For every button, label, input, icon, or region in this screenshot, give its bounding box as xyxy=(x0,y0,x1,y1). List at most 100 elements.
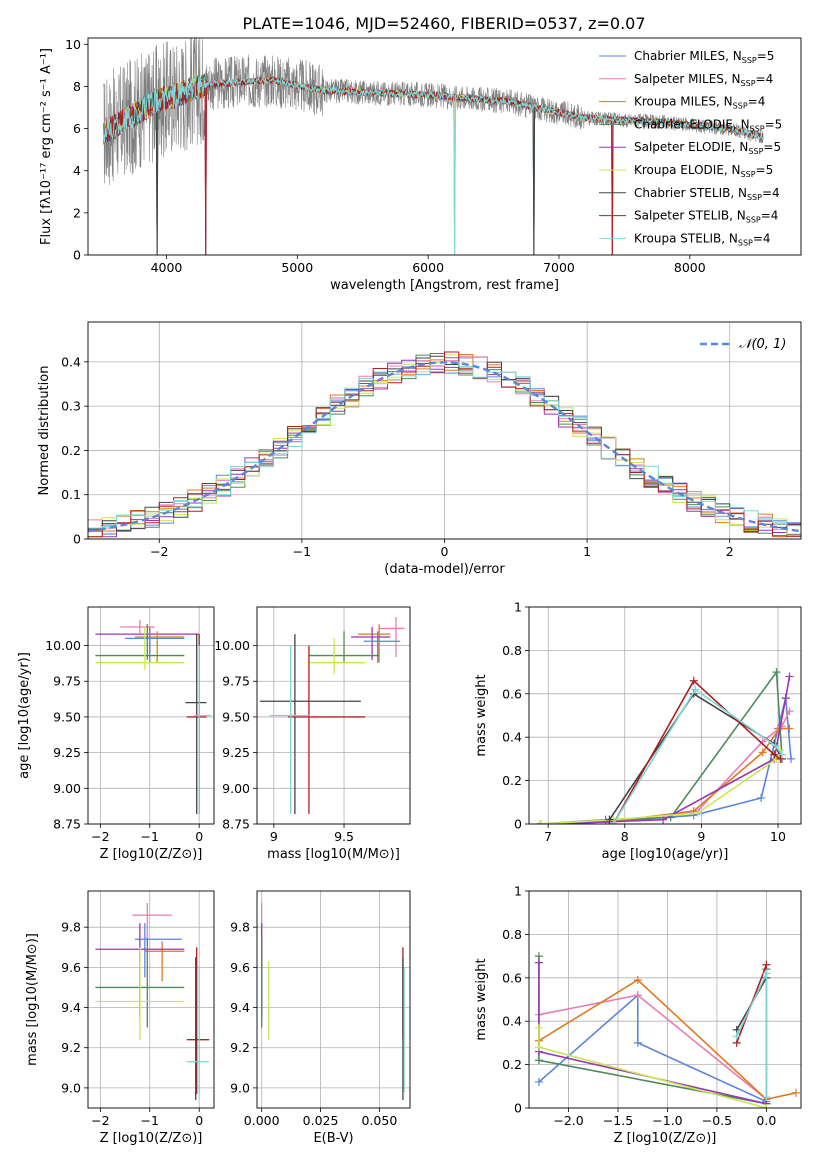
errorbar-salpeter_elodie xyxy=(351,626,391,660)
y-tick-label: 10 xyxy=(65,37,81,52)
histogram-chabrier_miles xyxy=(88,356,801,532)
y-tick-label: 9.0 xyxy=(230,1080,250,1095)
y-axis-label: mass weight xyxy=(474,674,489,756)
errorbar-salpeter_stelib xyxy=(287,645,366,815)
figure-title: PLATE=1046, MJD=52460, FIBERID=0537, z=0… xyxy=(242,14,645,33)
series-line xyxy=(540,710,791,824)
y-tick-label: 0.8 xyxy=(502,643,522,658)
y-tick-label: 0.4 xyxy=(502,1014,522,1029)
plot-area xyxy=(534,952,801,1108)
y-axis-label: Normed distribution xyxy=(37,366,52,496)
legend-entry: Salpeter STELIB, NSSP=4 xyxy=(599,209,778,225)
x-axis-label: E(B-V) xyxy=(313,1131,353,1146)
plot-area xyxy=(95,619,212,815)
series-kroupa_stelib xyxy=(609,685,786,824)
panel-massweight_vs_Z: −2.0 −1.5 −1.0 −0.5 0.0 0 0.2 0.4 0.6 0.8 1 Z [log1… xyxy=(474,884,802,1146)
model-spectrum-kroupa_stelib xyxy=(103,76,764,255)
x-tick-label: 5000 xyxy=(281,260,313,275)
errorbar-kroupa_stelib xyxy=(269,645,309,815)
x-tick-label: 7000 xyxy=(543,260,575,275)
y-axis-label: Flux [fλ10⁻¹⁷ erg cm⁻² s⁻¹ A⁻¹] xyxy=(39,48,54,245)
errorbar-kroupa_miles xyxy=(144,941,185,982)
marker xyxy=(659,815,668,824)
series-salpeter_stelib xyxy=(609,676,785,824)
series-kroupa_stelib xyxy=(732,969,771,1102)
y-tick-label: 0.4 xyxy=(502,730,522,745)
y-tick-label: 8 xyxy=(73,79,81,94)
plot-area xyxy=(103,38,764,255)
axes-frame xyxy=(87,37,802,256)
plot-area xyxy=(88,351,801,538)
y-tick-label: 9.75 xyxy=(222,674,250,689)
errorbar-kroupa_miles xyxy=(134,631,185,663)
y-tick-label: 9.8 xyxy=(230,920,250,935)
marker xyxy=(787,754,796,763)
marker xyxy=(762,960,771,969)
marker xyxy=(534,1077,543,1086)
marker xyxy=(758,748,767,757)
errorbar-chabrier_miles xyxy=(363,631,401,663)
x-axis-label: Z [log10(Z/Z⊙)] xyxy=(614,1131,717,1146)
y-axis-label: age [log10(age/yr)] xyxy=(17,652,32,779)
x-tick-label: 9 xyxy=(697,829,705,844)
y-tick-label: 9.00 xyxy=(222,781,250,796)
y-tick-label: 0.6 xyxy=(502,686,522,701)
y-tick-label: 0 xyxy=(73,532,81,547)
x-tick-label: −1.5 xyxy=(603,1113,633,1128)
x-tick-label: 8 xyxy=(621,829,629,844)
errorbar-salpeter_miles xyxy=(120,619,155,635)
y-tick-label: 0 xyxy=(514,817,522,832)
legend-entry: Kroupa ELODIE, NSSP=5 xyxy=(599,163,773,179)
plot-area xyxy=(261,903,405,1100)
marker xyxy=(785,672,794,681)
legend-label: Salpeter MILES, NSSP=4 xyxy=(634,72,773,88)
x-tick-label: 9 xyxy=(270,829,278,844)
marker xyxy=(777,750,786,759)
x-tick-label: 10 xyxy=(770,829,786,844)
axes-frame xyxy=(256,606,411,825)
errorbar-salpeter_stelib xyxy=(186,947,210,1094)
marker xyxy=(757,793,766,802)
axes-frame xyxy=(528,890,802,1109)
y-tick-label: 9.4 xyxy=(230,1000,250,1015)
marker xyxy=(771,741,780,750)
series-line xyxy=(612,679,781,824)
x-tick-label: 0 xyxy=(195,829,203,844)
y-tick-label: 9.2 xyxy=(230,1040,250,1055)
x-tick-label: 4000 xyxy=(151,260,183,275)
y-tick-label: 9.25 xyxy=(53,745,81,760)
y-tick-label: 9.6 xyxy=(230,960,250,975)
y-tick-label: 0.2 xyxy=(61,443,81,458)
legend-entry: Salpeter MILES, NSSP=4 xyxy=(599,72,773,88)
y-tick-label: 9.4 xyxy=(61,1000,81,1015)
y-tick-label: 9.75 xyxy=(53,674,81,689)
marker xyxy=(772,668,781,677)
x-tick-label: 0.025 xyxy=(303,1113,339,1128)
legend-label: Chabrier MILES, NSSP=5 xyxy=(634,49,774,65)
x-axis-label: mass [log10(M/M⊙)] xyxy=(267,847,400,862)
x-tick-label: 0.050 xyxy=(362,1113,398,1128)
y-tick-label: 6 xyxy=(73,121,81,136)
x-tick-label: 0.0 xyxy=(756,1113,776,1128)
marker xyxy=(762,969,771,978)
errorbar-chabrier_stelib xyxy=(185,634,207,815)
marker xyxy=(633,1038,642,1047)
y-tick-label: 1 xyxy=(514,884,522,899)
marker xyxy=(770,750,779,759)
axes-frame xyxy=(87,606,215,825)
marker xyxy=(781,694,790,703)
panel-age_vs_Z: −2 −1 0 8.75 9.00 9.25 9.50 9.75 10.00 Z [log10(Z… xyxy=(17,606,215,862)
axes-frame xyxy=(256,890,411,1109)
series-chabrier_miles xyxy=(536,694,796,824)
series-line xyxy=(612,688,783,824)
legend: 𝒩(0, 1) xyxy=(700,337,786,352)
y-tick-label: 9.0 xyxy=(61,1080,81,1095)
errorbar-chabrier_miles xyxy=(125,631,185,663)
x-tick-label: 8000 xyxy=(674,260,706,275)
marker xyxy=(693,809,702,818)
x-tick-label: 0 xyxy=(195,1113,203,1128)
x-tick-label: −1.0 xyxy=(652,1113,682,1128)
marker xyxy=(762,1093,771,1102)
y-tick-label: 0.3 xyxy=(61,399,81,414)
series-line xyxy=(540,676,791,824)
